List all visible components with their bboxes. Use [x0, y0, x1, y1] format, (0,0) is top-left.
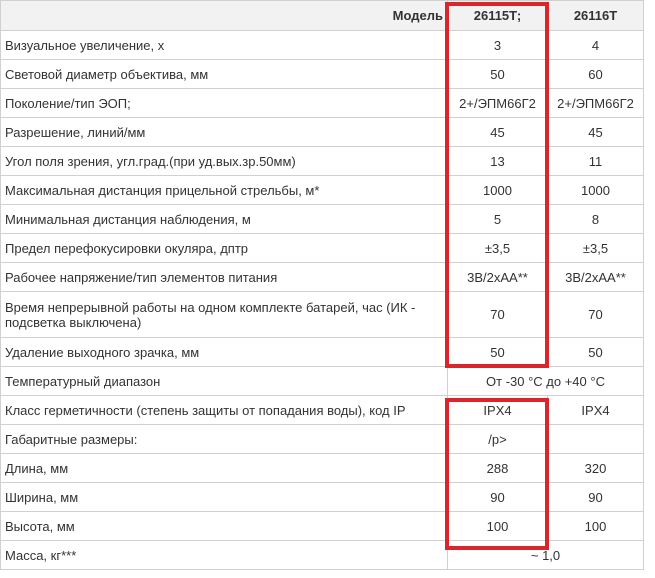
- value-span: От -30 °С до +40 °С: [447, 366, 644, 396]
- table-row: Температурный диапазон От -30 °С до +40 …: [0, 366, 644, 396]
- value-26116: 2+/ЭПМ66Г2: [547, 88, 644, 118]
- row-label: Визуальное увеличение, х: [0, 30, 448, 60]
- row-label: Высота, мм: [0, 511, 448, 541]
- row-label: Предел перефокусировки окуляра, дптр: [0, 233, 448, 263]
- value-26116: [547, 424, 644, 454]
- row-label: Длина, мм: [0, 453, 448, 483]
- row-label: Разрешение, линий/мм: [0, 117, 448, 147]
- value-26115: 70: [447, 291, 548, 338]
- row-label: Масса, кг***: [0, 540, 448, 570]
- value-span: ~ 1,0: [447, 540, 644, 570]
- value-26115: 5: [447, 204, 548, 234]
- table-row: Рабочее напряжение/тип элементов питания…: [0, 262, 644, 292]
- row-label: Максимальная дистанция прицельной стрель…: [0, 175, 448, 205]
- table-row: Угол поля зрения, угл.град.(при уд.вых.з…: [0, 146, 644, 176]
- value-26116: 90: [547, 482, 644, 512]
- table-row: Максимальная дистанция прицельной стрель…: [0, 175, 644, 205]
- table-row: Высота, мм 100 100: [0, 511, 644, 541]
- row-label: Минимальная дистанция наблюдения, м: [0, 204, 448, 234]
- value-26115: ±3,5: [447, 233, 548, 263]
- table-row: Ширина, мм 90 90: [0, 482, 644, 512]
- value-26115: 2+/ЭПМ66Г2: [447, 88, 548, 118]
- table-row: Удаление выходного зрачка, мм 50 50: [0, 337, 644, 367]
- value-26115: 3: [447, 30, 548, 60]
- model-26115-header: 26115Т;: [447, 0, 548, 31]
- value-26115: 288: [447, 453, 548, 483]
- value-26115: 1000: [447, 175, 548, 205]
- header-row: Модель 26115Т; 26116Т: [0, 0, 644, 31]
- model-label: Модель: [0, 0, 448, 31]
- row-label: Время непрерывной работы на одном компле…: [0, 291, 448, 338]
- value-26116: 8: [547, 204, 644, 234]
- value-26116: IPX4: [547, 395, 644, 425]
- value-26116: 50: [547, 337, 644, 367]
- table-row: Минимальная дистанция наблюдения, м 5 8: [0, 204, 644, 234]
- value-26115: 100: [447, 511, 548, 541]
- value-26115: 50: [447, 59, 548, 89]
- value-26115: 3В/2хАА**: [447, 262, 548, 292]
- row-label: Угол поля зрения, угл.град.(при уд.вых.з…: [0, 146, 448, 176]
- table-row: Разрешение, линий/мм 45 45: [0, 117, 644, 147]
- value-26115: 50: [447, 337, 548, 367]
- model-26116-header: 26116Т: [547, 0, 644, 31]
- value-26116: 45: [547, 117, 644, 147]
- value-26116: 320: [547, 453, 644, 483]
- table-row: Габаритные размеры: /p>: [0, 424, 644, 454]
- table-row: Поколение/тип ЭОП; 2+/ЭПМ66Г2 2+/ЭПМ66Г2: [0, 88, 644, 118]
- value-26116: 60: [547, 59, 644, 89]
- table-row: Световой диаметр объектива, мм 50 60: [0, 59, 644, 89]
- row-label: Класс герметичности (степень защиты от п…: [0, 395, 448, 425]
- value-26115: 45: [447, 117, 548, 147]
- value-26116: 100: [547, 511, 644, 541]
- table-row: Длина, мм 288 320: [0, 453, 644, 483]
- table-row: Время непрерывной работы на одном компле…: [0, 291, 644, 338]
- value-26116: 3В/2хАА**: [547, 262, 644, 292]
- value-26115: 13: [447, 146, 548, 176]
- row-label: Габаритные размеры:: [0, 424, 448, 454]
- table-row: Масса, кг*** ~ 1,0: [0, 540, 644, 570]
- value-26116: 1000: [547, 175, 644, 205]
- row-label: Рабочее напряжение/тип элементов питания: [0, 262, 448, 292]
- value-26116: ±3,5: [547, 233, 644, 263]
- row-label: Поколение/тип ЭОП;: [0, 88, 448, 118]
- value-26116: 70: [547, 291, 644, 338]
- value-26115: /p>: [447, 424, 548, 454]
- value-26116: 11: [547, 146, 644, 176]
- row-label: Температурный диапазон: [0, 366, 448, 396]
- row-label: Ширина, мм: [0, 482, 448, 512]
- table-row: Класс герметичности (степень защиты от п…: [0, 395, 644, 425]
- value-26116: 4: [547, 30, 644, 60]
- row-label: Удаление выходного зрачка, мм: [0, 337, 448, 367]
- value-26115: 90: [447, 482, 548, 512]
- table-row: Предел перефокусировки окуляра, дптр ±3,…: [0, 233, 644, 263]
- value-26115: IPX4: [447, 395, 548, 425]
- row-label: Световой диаметр объектива, мм: [0, 59, 448, 89]
- table-row: Визуальное увеличение, х 3 4: [0, 30, 644, 60]
- spec-table: Модель 26115Т; 26116Т Визуальное увеличе…: [0, 0, 644, 570]
